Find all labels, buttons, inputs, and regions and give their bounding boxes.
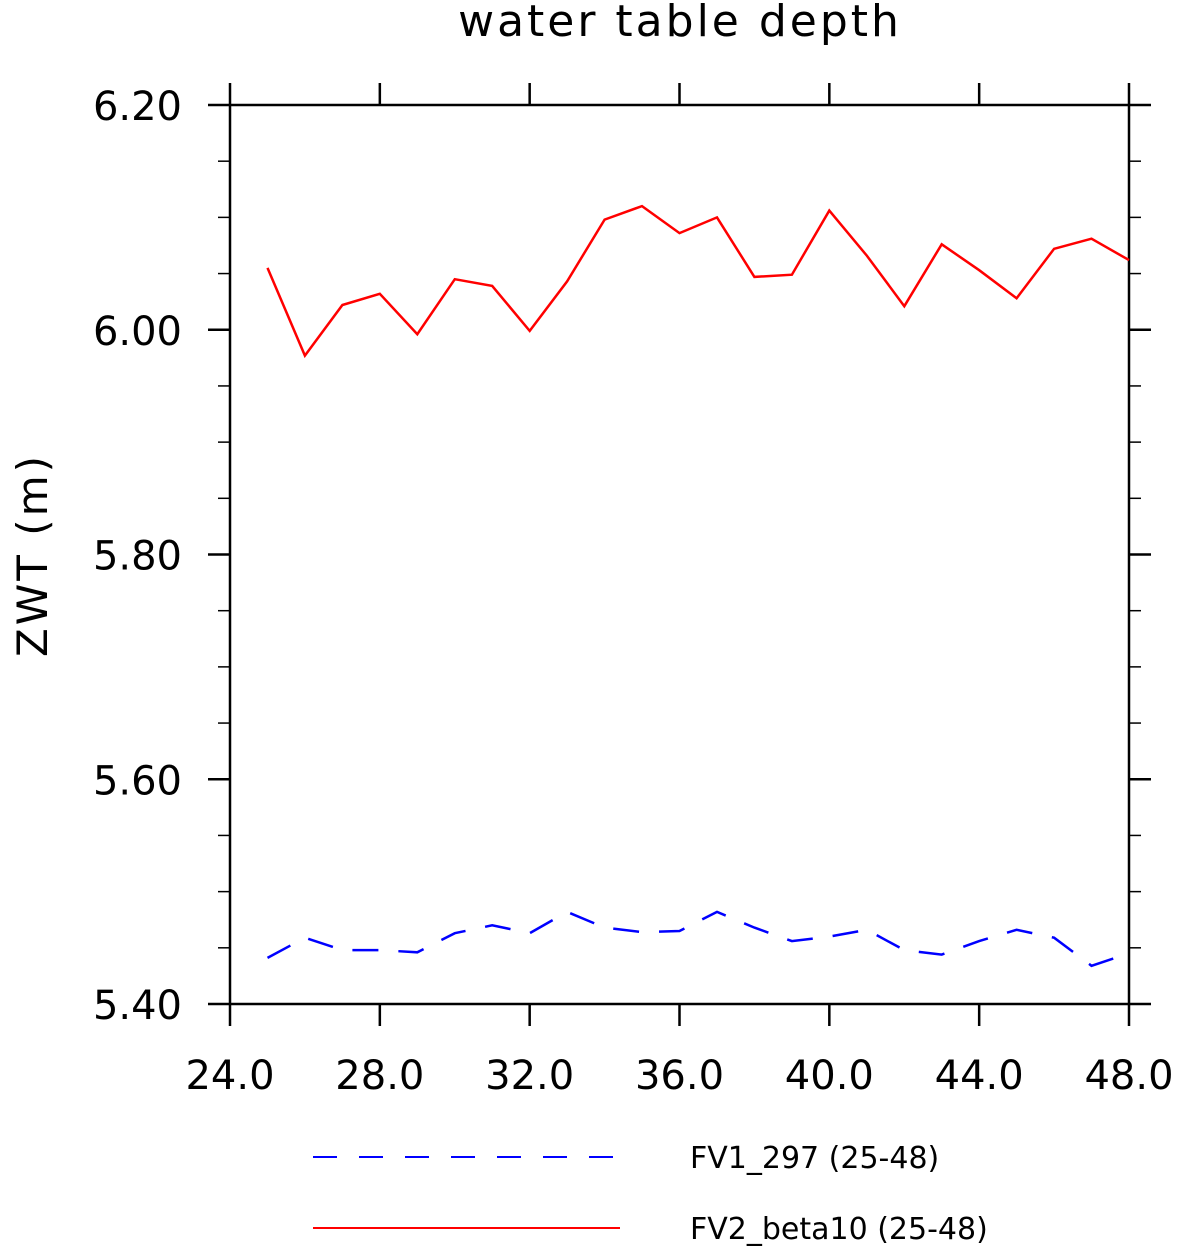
series-line-1 bbox=[266, 910, 1130, 968]
x-tick-label: 36.0 bbox=[635, 1053, 724, 1099]
y-tick-label: 6.20 bbox=[93, 84, 182, 130]
legend: FV1_297 (25-48) FV2_beta10 (25-48) bbox=[313, 1141, 988, 1247]
x-tick-label: 40.0 bbox=[785, 1053, 874, 1099]
x-tick-label: 28.0 bbox=[335, 1053, 424, 1099]
y-tick-label: 5.40 bbox=[93, 983, 182, 1029]
x-tick-label: 32.0 bbox=[485, 1053, 574, 1099]
series-line-2 bbox=[266, 204, 1130, 359]
x-tick-label: 48.0 bbox=[1084, 1053, 1173, 1099]
y-axis: 5.40 5.60 5.80 6.00 6.20 bbox=[93, 84, 1151, 1029]
plot-border bbox=[228, 103, 1131, 1006]
plot-frame bbox=[228, 103, 1131, 1006]
y-tick-label: 6.00 bbox=[93, 309, 182, 355]
y-tick-label: 5.60 bbox=[93, 758, 182, 804]
x-tick-label: 44.0 bbox=[935, 1053, 1024, 1099]
y-tick-label: 5.80 bbox=[93, 534, 182, 580]
series-layer bbox=[266, 204, 1130, 968]
y-axis-label: ZWT (m) bbox=[8, 453, 57, 657]
x-axis: 24.0 28.0 32.0 36.0 40.0 44.0 48.0 bbox=[185, 83, 1174, 1099]
legend-label-2: FV2_beta10 (25-48) bbox=[690, 1212, 988, 1247]
legend-label-1: FV1_297 (25-48) bbox=[690, 1141, 939, 1176]
x-tick-label: 24.0 bbox=[185, 1053, 274, 1099]
chart-title: water table depth bbox=[458, 0, 902, 47]
